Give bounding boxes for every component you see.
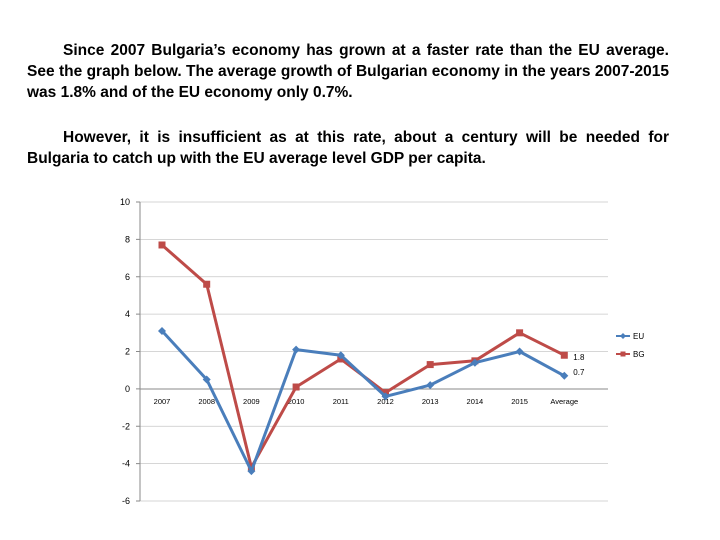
x-tick-label: 2008 [198,397,215,406]
legend-marker [620,333,626,339]
data-point-bg [203,280,211,288]
x-tick-label: 2013 [422,397,439,406]
axes [136,201,608,502]
data-point-eu [560,371,569,380]
data-labels: 1.8 0.7 [573,353,585,377]
series-line-eu [160,329,566,473]
data-point-eu [336,351,345,360]
y-tick-labels: 10 8 6 4 2 0 -2 -4 -6 [120,197,130,506]
data-point-eu [292,345,301,354]
paragraph-intro: Since 2007 Bulgaria’s economy has grown … [27,42,669,101]
x-tick-label: Average [550,397,578,406]
data-label: 1.8 [573,353,585,362]
data-point-bg [292,383,300,391]
y-tick-label: 4 [125,309,130,319]
series-lines [158,241,569,476]
x-tick-label: 2010 [288,397,305,406]
gridlines [140,201,608,502]
data-point-bg [516,329,524,337]
data-point-bg [158,241,166,249]
y-tick-label: 8 [125,234,130,244]
x-tick-label: 2007 [154,397,171,406]
data-point-eu [381,392,390,401]
x-tick-label: 2014 [467,397,484,406]
data-point-bg [426,361,434,369]
legend-label: EU [633,332,644,341]
y-tick-label: 0 [125,384,130,394]
data-point-eu [158,326,166,335]
legend-marker [620,351,626,357]
data-point-eu [515,347,524,356]
x-tick-label: 2012 [377,397,394,406]
x-tick-label: 2011 [333,397,349,406]
y-tick-label: 10 [120,197,130,207]
data-point-eu [426,381,435,390]
data-label: 0.7 [573,368,585,377]
x-tick-labels: 2007 2008 2009 2010 2011 2012 2013 2014 2015 Aver… [154,397,579,406]
x-tick-label: 2015 [511,397,528,406]
data-point-bg [560,351,568,359]
paragraph-conclusion: However, it is insufficient as at this r… [27,129,669,167]
data-point-eu [470,358,479,367]
y-tick-label: -6 [122,496,130,506]
data-point-eu [202,375,211,384]
legend: EU BG [616,332,645,359]
y-tick-label: 6 [125,272,130,282]
legend-label: BG [633,350,645,359]
y-tick-label: -2 [122,421,130,431]
data-point-eu [247,467,256,476]
x-tick-label: 2009 [243,397,260,406]
y-tick-label: 2 [125,347,130,357]
y-tick-label: -4 [122,459,130,469]
